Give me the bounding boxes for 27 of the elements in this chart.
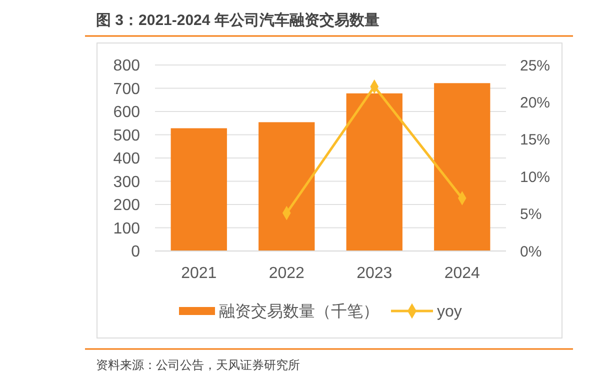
y-tick-label: 600 <box>113 104 140 122</box>
legend-label: yoy <box>437 304 462 321</box>
y2-tick-label: 15% <box>520 132 550 149</box>
y-tick-label: 700 <box>113 80 140 98</box>
chart-title: 图 3：2021-2024 年公司汽车融资交易数量 <box>96 11 380 29</box>
bar <box>434 83 490 251</box>
x-tick-label: 2021 <box>181 265 217 282</box>
x-tick-label: 2024 <box>444 265 480 282</box>
y-tick-label: 200 <box>113 197 140 214</box>
legend-label: 融资交易数量（千笔） <box>219 302 379 321</box>
y2-tick-label: 25% <box>520 57 550 74</box>
y-tick-label: 0 <box>131 244 140 261</box>
y2-tick-label: 20% <box>520 94 550 112</box>
y-tick-label: 800 <box>113 58 140 75</box>
bar <box>346 93 402 251</box>
y2-tick-label: 10% <box>520 168 550 186</box>
bar <box>258 122 315 251</box>
bar <box>170 128 227 251</box>
x-tick-label: 2022 <box>268 265 305 282</box>
y2-tick-label: 5% <box>520 206 542 224</box>
x-tick-label: 2023 <box>356 265 392 282</box>
y-tick-label: 500 <box>113 127 140 144</box>
y2-tick-label: 0% <box>520 243 542 260</box>
y-tick-label: 100 <box>113 220 140 238</box>
y-tick-label: 400 <box>113 150 140 168</box>
y-tick-label: 300 <box>113 174 140 191</box>
text: 资料来源：公司公告，天风证券研究所 <box>96 358 300 372</box>
